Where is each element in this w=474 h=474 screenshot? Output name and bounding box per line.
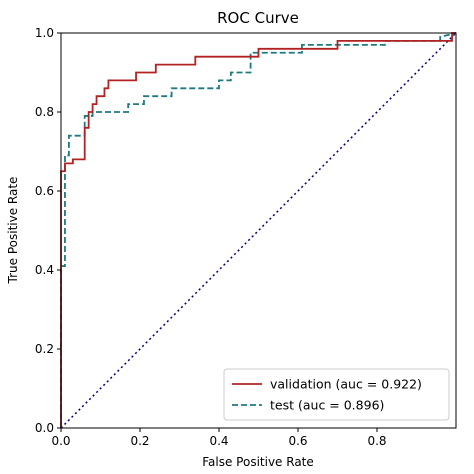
y-axis: 0.0 0.2 0.4 0.6 0.8 1.0	[35, 26, 61, 435]
y-tick-label: 1.0	[35, 26, 54, 40]
legend-label: test (auc = 0.896)	[270, 398, 384, 413]
x-axis: 0.0 0.2 0.4 0.6 0.8	[51, 428, 387, 448]
x-tick-label: 0.6	[288, 434, 307, 448]
legend-label: validation (auc = 0.922)	[270, 377, 422, 392]
y-tick-label: 0.2	[35, 342, 54, 356]
x-tick-label: 0.4	[209, 434, 228, 448]
plot-area	[60, 32, 457, 429]
plot-frame	[60, 32, 457, 429]
legend-box	[223, 368, 450, 421]
chance-line	[60, 32, 457, 429]
x-tick-label: 0.8	[367, 434, 386, 448]
x-tick-label: 0.2	[130, 434, 149, 448]
y-axis-title: True Positive Rate	[6, 177, 20, 285]
x-axis-title: False Positive Rate	[202, 455, 314, 469]
series-line-solid	[60, 32, 456, 428]
y-tick-label: 0.6	[35, 184, 54, 198]
y-tick-label: 0.8	[35, 105, 54, 119]
y-tick-label: 0.4	[35, 263, 54, 277]
y-tick-label: 0.0	[35, 421, 54, 435]
chart-title: ROC Curve	[217, 9, 299, 27]
legend: validation (auc = 0.922) test (auc = 0.89…	[223, 368, 450, 421]
x-tick-label: 0.0	[51, 434, 70, 448]
series-line-dashed	[60, 32, 457, 428]
